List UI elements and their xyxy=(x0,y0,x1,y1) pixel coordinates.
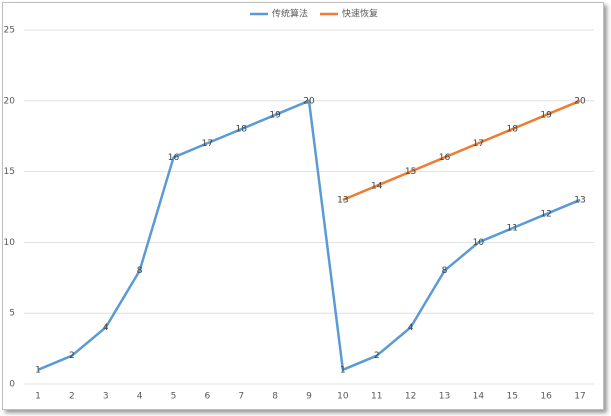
data-label: 17 xyxy=(473,139,484,149)
x-tick-label: 10 xyxy=(337,392,349,402)
x-tick-label: 7 xyxy=(238,392,244,402)
x-tick-label: 1 xyxy=(35,392,41,402)
x-tick-label: 15 xyxy=(507,392,518,402)
data-label: 14 xyxy=(371,181,383,191)
data-label: 12 xyxy=(540,210,551,220)
data-label: 1 xyxy=(340,365,346,375)
chart-frame xyxy=(2,2,604,410)
data-label: 19 xyxy=(269,110,281,120)
y-tick-label: 15 xyxy=(4,167,15,177)
data-label: 20 xyxy=(303,96,315,106)
data-label: 4 xyxy=(408,323,414,333)
x-tick-label: 3 xyxy=(103,392,109,402)
data-label: 18 xyxy=(236,125,248,135)
data-label: 13 xyxy=(337,195,348,205)
data-label: 13 xyxy=(574,195,585,205)
data-label: 18 xyxy=(507,125,519,135)
legend-label: 传统算法 xyxy=(272,8,308,20)
x-tick-label: 13 xyxy=(439,392,450,402)
x-tick-label: 17 xyxy=(574,392,585,402)
data-label: 2 xyxy=(374,351,380,361)
x-tick-label: 4 xyxy=(137,392,143,402)
data-label: 16 xyxy=(439,153,451,163)
data-label: 4 xyxy=(103,323,109,333)
y-tick-label: 10 xyxy=(4,238,16,248)
data-label: 11 xyxy=(507,224,518,234)
legend-label: 快速恢复 xyxy=(342,8,378,20)
x-tick-label: 6 xyxy=(205,392,211,402)
x-tick-label: 5 xyxy=(171,392,177,402)
y-tick-label: 20 xyxy=(4,96,16,106)
x-tick-label: 14 xyxy=(473,392,485,402)
data-label: 10 xyxy=(473,238,485,248)
series-line xyxy=(342,99,581,202)
x-tick-label: 8 xyxy=(272,392,278,402)
data-label: 19 xyxy=(540,110,552,120)
x-tick-label: 2 xyxy=(69,392,75,402)
y-tick-label: 0 xyxy=(9,380,15,390)
y-tick-label: 25 xyxy=(4,26,15,36)
series-line xyxy=(37,99,581,372)
x-tick-label: 12 xyxy=(405,392,416,402)
data-label: 20 xyxy=(574,96,586,106)
y-tick-label: 5 xyxy=(9,309,15,319)
data-label: 1 xyxy=(35,365,41,375)
x-tick-label: 11 xyxy=(371,392,382,402)
data-label: 8 xyxy=(442,266,448,276)
data-label: 2 xyxy=(69,351,75,361)
data-label: 8 xyxy=(137,266,143,276)
x-tick-label: 16 xyxy=(540,392,552,402)
x-tick-label: 9 xyxy=(306,392,312,402)
data-label: 16 xyxy=(168,153,180,163)
data-label: 17 xyxy=(202,139,213,149)
data-label: 15 xyxy=(405,167,416,177)
